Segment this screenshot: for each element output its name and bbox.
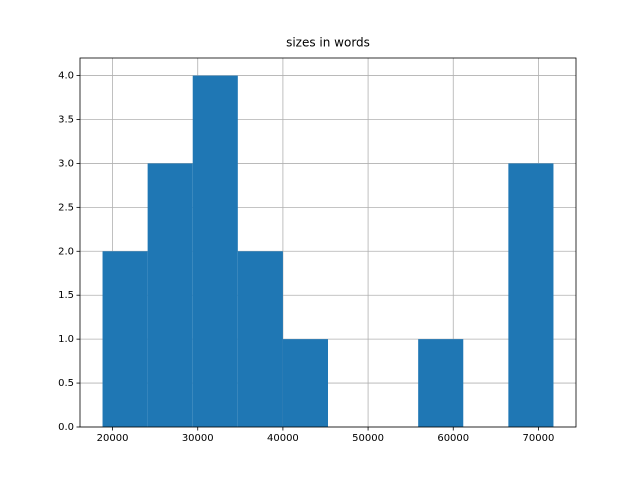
axes-frame — [79, 57, 577, 428]
bar — [418, 339, 464, 427]
bar — [147, 163, 193, 427]
y-tick-label: 1.0 — [58, 334, 74, 345]
y-tick-label: 2.5 — [58, 202, 74, 213]
bar — [102, 251, 148, 427]
x-tick-label: 30000 — [182, 433, 214, 444]
x-tick-label: 20000 — [97, 433, 129, 444]
bar — [237, 251, 283, 427]
x-tick-label: 50000 — [352, 433, 384, 444]
bar — [192, 75, 238, 428]
x-tick-label: 40000 — [267, 433, 299, 444]
bar — [508, 163, 554, 427]
y-tick-label: 2.0 — [58, 246, 74, 257]
y-tick-label: 0.0 — [58, 422, 74, 433]
y-tick-label: 4.0 — [58, 71, 74, 82]
bar — [282, 339, 328, 427]
y-tick-label: 3.5 — [58, 115, 74, 126]
x-tick-label: 60000 — [437, 433, 469, 444]
y-tick-label: 1.5 — [58, 290, 74, 301]
y-tick-label: 3.0 — [58, 158, 74, 169]
chart-title: sizes in words — [286, 36, 370, 50]
x-tick-label: 70000 — [523, 433, 555, 444]
y-tick-label: 0.5 — [58, 378, 74, 389]
